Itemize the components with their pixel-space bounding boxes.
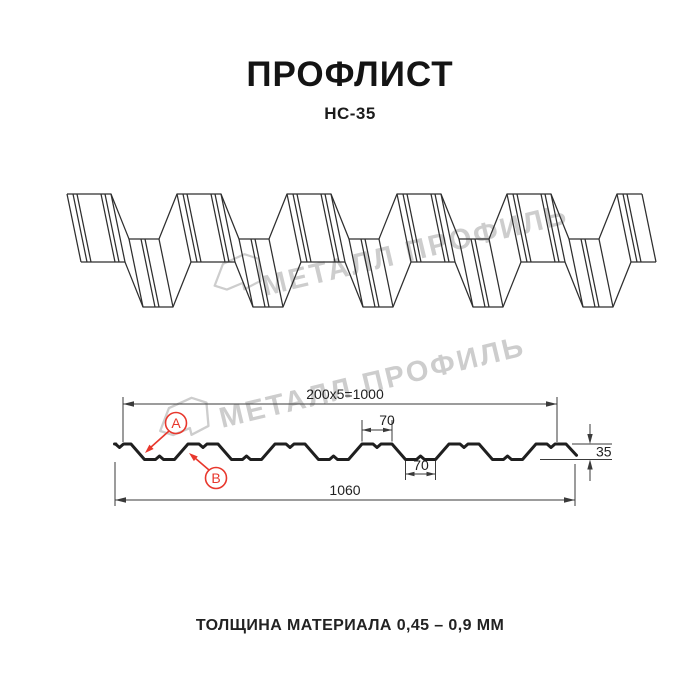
callout-b-label: В [211,470,220,486]
watermark-text: МЕТАЛЛ ПРОФИЛЬ [216,330,528,434]
callout-b: В [189,453,228,490]
metall-profil-logo-icon [159,396,210,437]
dim-height: 35 [540,424,612,481]
dim-height-label: 35 [596,444,612,460]
header: ПРОФЛИСТ НС-35 [0,55,700,124]
material-thickness-note: ТОЛЩИНА МАТЕРИАЛА 0,45 – 0,9 ММ [195,617,505,634]
callout-a: А [145,411,188,453]
dim-coverage-width-label: 200x5=1000 [306,386,384,402]
profile-3d-drawing [66,193,657,308]
profile-model-label: НС-35 [324,104,376,123]
dim-overall-width: 1060 [114,462,576,506]
metall-profil-logo-icon [213,253,262,291]
callout-a-label: А [171,415,181,431]
dim-rib-top: 70 [361,412,395,442]
dim-rib-top-label: 70 [379,412,395,428]
profile-cross-section [113,442,578,461]
dim-overall-width-label: 1060 [329,482,360,498]
dim-coverage-width: 200x5=1000 [122,386,558,442]
page-title: ПРОФЛИСТ [246,55,454,94]
